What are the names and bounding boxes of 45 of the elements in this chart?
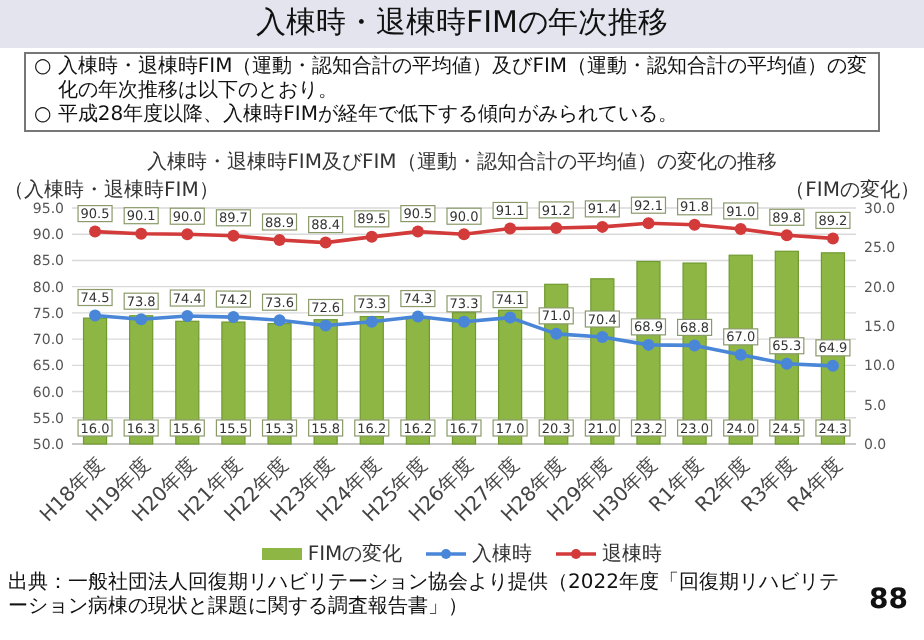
point — [411, 310, 424, 323]
point — [319, 319, 332, 332]
point — [89, 225, 102, 238]
point — [826, 232, 839, 245]
point — [688, 218, 701, 231]
point — [365, 230, 378, 243]
point — [458, 315, 470, 328]
point — [89, 309, 102, 322]
text: ○ 平成28年度以降、入棟時FIMが経年で低下する傾向がみられている。 — [34, 104, 680, 128]
point — [319, 236, 332, 249]
point — [181, 228, 194, 241]
y2-axis-title: （FIMの変化） — [785, 177, 920, 202]
text: 88 — [869, 584, 908, 616]
point — [273, 314, 286, 327]
point — [135, 227, 148, 240]
point — [596, 331, 609, 344]
text: ○ 入棟時・退棟時FIM（運動・認知合計の平均値）及びFIM（運動・認知合計の平均値）の変化の年次推移は以下のとおり。 — [34, 56, 870, 103]
point — [780, 357, 793, 370]
point — [642, 338, 655, 351]
legend-label: FIMの変化 — [307, 544, 403, 566]
point — [550, 327, 563, 340]
point — [411, 225, 424, 238]
point — [504, 222, 517, 235]
point — [458, 228, 470, 241]
point — [504, 311, 517, 324]
point — [227, 311, 240, 324]
chart-title: 入棟時・退棟時FIMの年次推移 — [0, 4, 924, 42]
source-note: 出典：一般社団法人回復期リハビリテーション協会より提供（2022年度「回復期リハビリテーション病棟の現状と課題に関する調査報告書」） — [8, 572, 841, 620]
point — [273, 233, 286, 246]
point — [365, 315, 378, 328]
chart-subtitle: 入棟時・退棟時FIM及びFIM（運動・認知合計の平均値）の変化の推移 — [145, 149, 779, 176]
point — [181, 310, 194, 323]
y-axis-title: （入棟時・退棟時FIM） — [4, 177, 219, 202]
point — [227, 229, 240, 242]
point — [550, 221, 563, 234]
point — [734, 222, 747, 235]
point — [826, 359, 839, 372]
point — [734, 348, 747, 361]
legend-label: 入棟時 — [472, 544, 533, 566]
point — [688, 339, 701, 352]
point — [135, 313, 148, 326]
point — [642, 217, 655, 230]
legend-label: 退棟時 — [602, 544, 663, 566]
point — [596, 220, 609, 233]
point — [780, 229, 793, 242]
